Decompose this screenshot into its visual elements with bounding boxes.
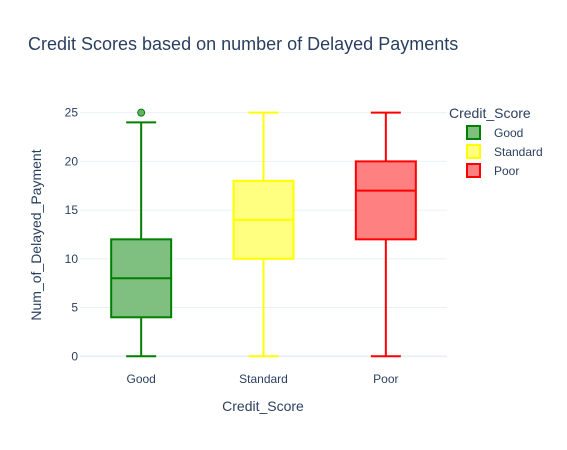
outlier-point-good-0 xyxy=(137,108,146,117)
y-tick-label-0: 0 xyxy=(71,349,78,363)
legend-item-good[interactable]: Good xyxy=(466,125,523,140)
chart-title: Credit Scores based on number of Delayed… xyxy=(28,34,458,54)
x-tick-label-poor: Poor xyxy=(373,372,398,386)
legend[interactable]: Good Standard Poor xyxy=(466,125,543,178)
box-standard xyxy=(232,111,295,358)
legend-item-standard[interactable]: Standard xyxy=(466,144,543,159)
box-poor xyxy=(354,111,417,358)
x-axis-ticks: Good Standard Poor xyxy=(126,372,398,386)
boxes xyxy=(110,108,417,358)
box-good xyxy=(110,108,173,358)
y-tick-label-5: 5 xyxy=(71,301,78,315)
legend-swatch-standard xyxy=(466,144,481,159)
legend-label-poor: Poor xyxy=(494,164,519,178)
x-axis-title: Credit_Score xyxy=(222,398,304,414)
y-tick-label-25: 25 xyxy=(65,106,79,120)
legend-title: Credit_Score xyxy=(449,105,531,121)
x-tick-label-good: Good xyxy=(126,372,155,386)
y-tick-label-20: 20 xyxy=(65,154,79,168)
y-axis-title: Num_of_Delayed_Payment xyxy=(28,149,44,320)
legend-swatch-poor xyxy=(466,163,481,178)
x-tick-label-standard: Standard xyxy=(239,372,288,386)
iqr-box-poor xyxy=(354,160,417,241)
y-axis-ticks: 0 5 10 15 20 25 xyxy=(65,106,79,364)
y-tick-label-15: 15 xyxy=(65,203,79,217)
legend-item-poor[interactable]: Poor xyxy=(466,163,519,178)
legend-label-standard: Standard xyxy=(494,145,543,159)
legend-swatch-good xyxy=(466,125,481,140)
legend-label-good: Good xyxy=(494,126,523,140)
y-tick-label-10: 10 xyxy=(65,252,79,266)
